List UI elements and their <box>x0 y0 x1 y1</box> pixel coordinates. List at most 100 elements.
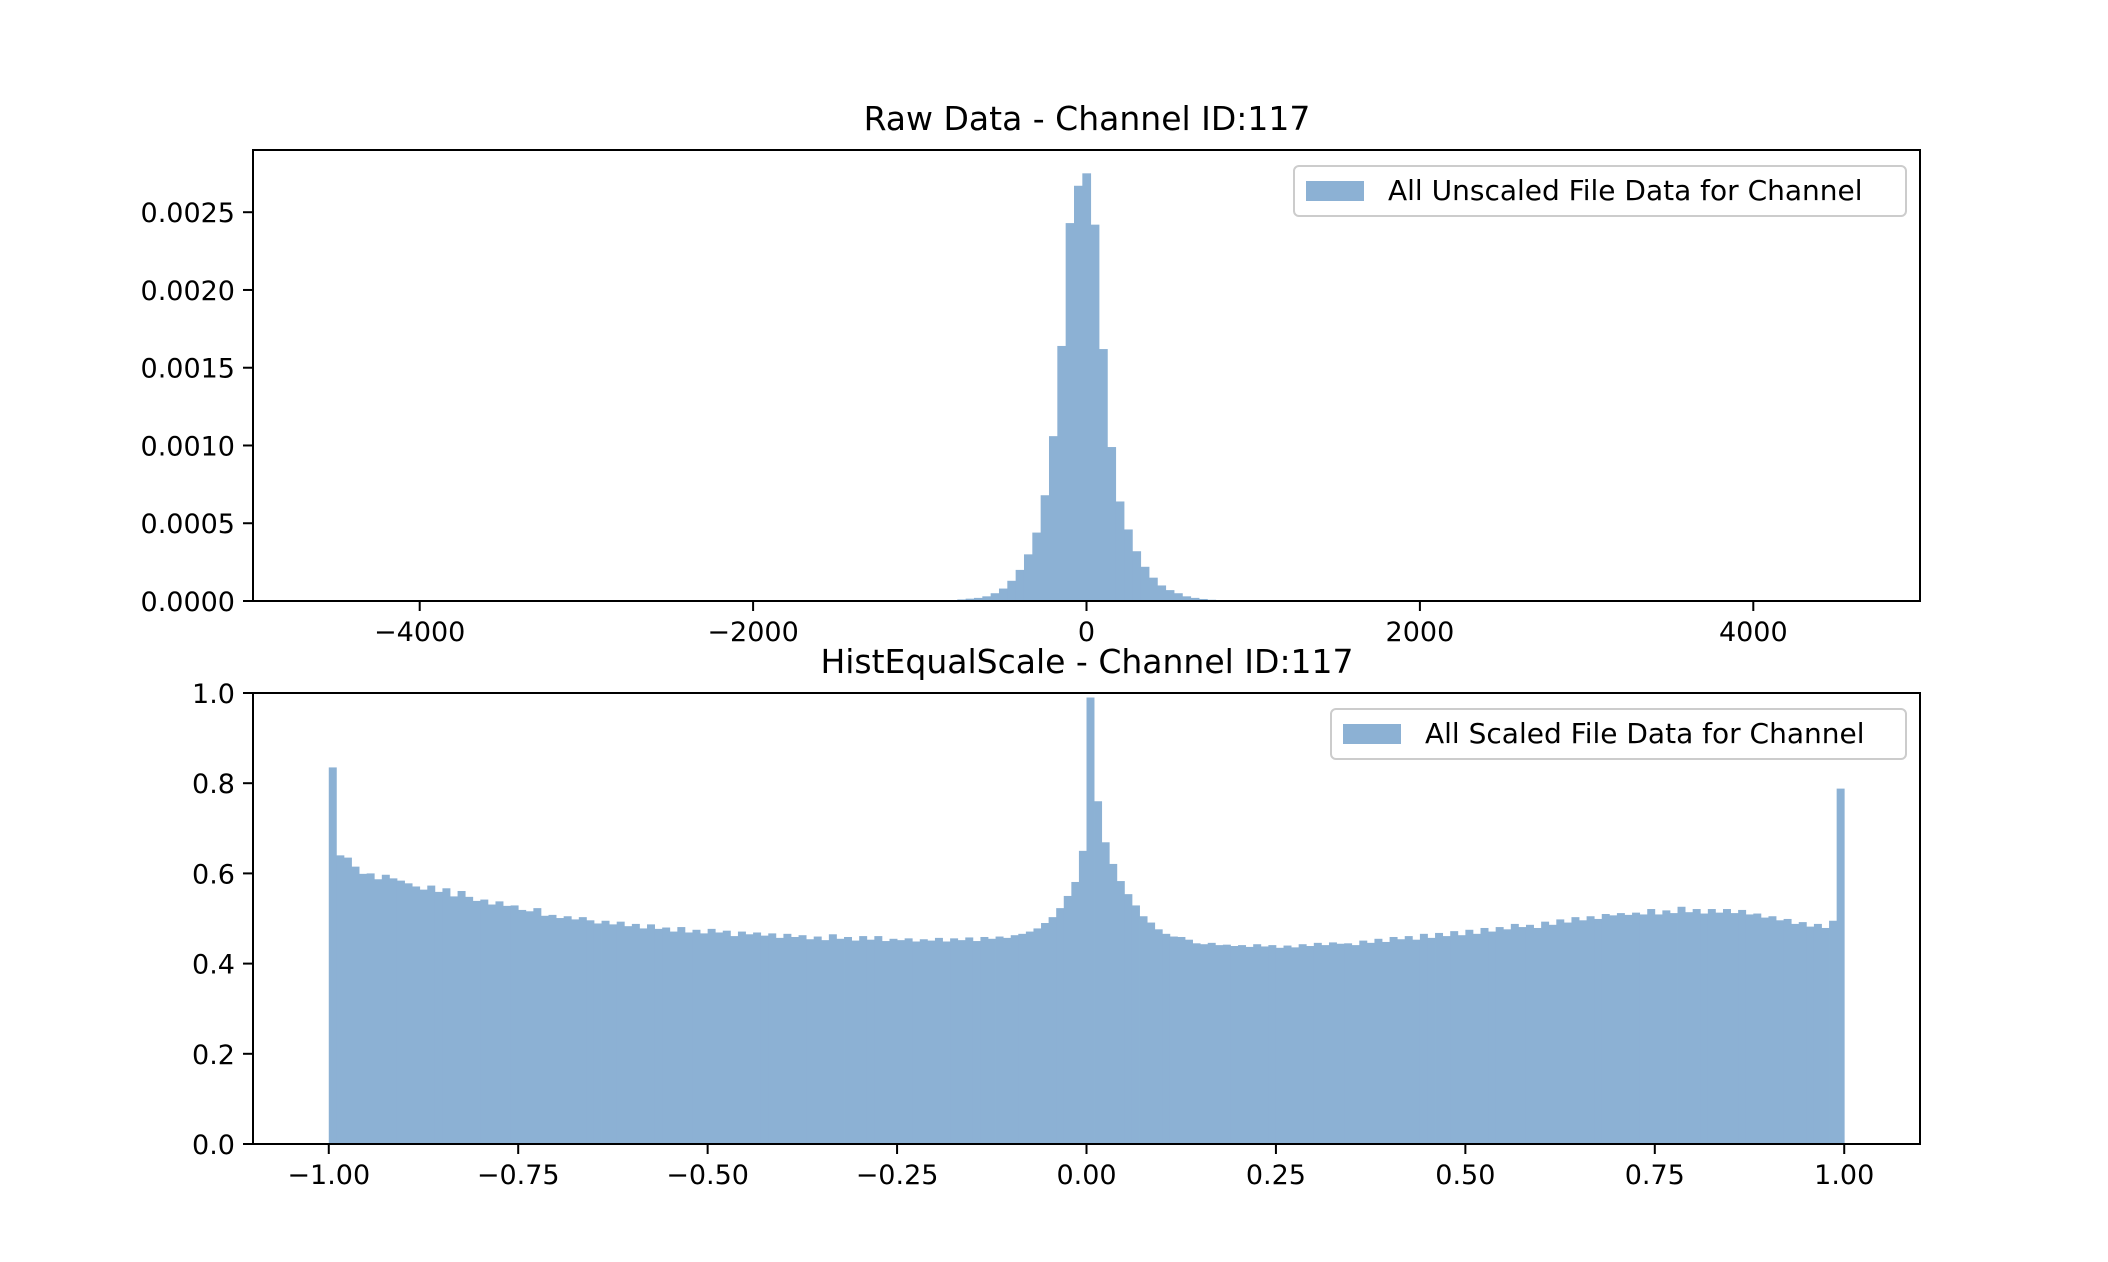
histogram-bar <box>806 939 815 1144</box>
histogram-bar <box>836 938 845 1144</box>
histogram-bar <box>1669 913 1678 1144</box>
histogram-bar <box>821 940 830 1144</box>
histogram-bar <box>1548 924 1557 1144</box>
histogram-bar <box>1525 924 1534 1144</box>
y-tick-label: 0.0010 <box>141 431 235 462</box>
histogram-bar <box>1700 913 1709 1144</box>
x-tick-label: −0.25 <box>856 1160 939 1191</box>
histogram-bar <box>1003 937 1012 1144</box>
histogram-bar <box>1313 942 1322 1144</box>
y-tick-label: 0.0000 <box>141 587 235 618</box>
histogram-bar <box>1412 939 1421 1144</box>
legend-swatch <box>1306 181 1364 201</box>
histogram-bar <box>616 921 625 1144</box>
histogram-bar <box>1157 585 1167 601</box>
histogram-bar <box>1025 931 1034 1144</box>
histogram-bar <box>798 935 807 1144</box>
histogram-bar <box>1351 945 1360 1144</box>
histogram-bar <box>1488 931 1497 1144</box>
y-tick-label: 0.0025 <box>141 198 235 229</box>
histogram-bar <box>1654 914 1663 1144</box>
histogram-bar <box>737 931 746 1144</box>
histogram-bar <box>654 928 663 1144</box>
legend: All Unscaled File Data for Channel <box>1293 165 1907 217</box>
histogram-bar <box>336 855 345 1144</box>
histogram-bar <box>1200 944 1209 1144</box>
histogram-bar <box>1359 940 1368 1144</box>
y-tick-label: 0.6 <box>192 859 235 890</box>
histogram-bar <box>874 936 883 1144</box>
histogram-bar <box>510 905 519 1144</box>
histogram-bar <box>1071 881 1080 1144</box>
x-tick-label: −0.75 <box>477 1160 560 1191</box>
histogram-bar <box>1073 185 1083 601</box>
histogram-bar <box>1048 917 1057 1144</box>
histogram-bar <box>548 914 557 1144</box>
histogram-bar <box>1571 917 1580 1144</box>
histogram-bar <box>1124 894 1133 1144</box>
histogram-bar <box>995 936 1004 1144</box>
histogram-bar <box>1389 936 1398 1144</box>
histogram-bar <box>1472 933 1481 1144</box>
histogram-bar <box>1078 850 1087 1144</box>
histogram-bar <box>1033 928 1042 1144</box>
x-tick-label: 4000 <box>1719 617 1788 648</box>
histogram-bar <box>1082 173 1092 602</box>
histogram-bar <box>1586 916 1595 1144</box>
histogram-bar <box>1594 918 1603 1144</box>
histogram-bar <box>1032 532 1042 601</box>
chart-title: Raw Data - Channel ID:117 <box>864 99 1311 138</box>
histogram-bar <box>1321 945 1330 1144</box>
histogram-bar <box>1465 929 1474 1144</box>
histogram-bar <box>1177 936 1186 1144</box>
histogram-bar <box>851 940 860 1144</box>
histogram-bar <box>1174 593 1183 601</box>
histogram-bar <box>381 874 390 1144</box>
histogram-bar <box>1124 529 1133 601</box>
histogram-bar <box>1018 933 1027 1144</box>
legend: All Scaled File Data for Channel <box>1330 708 1907 760</box>
histogram-bar <box>1829 920 1838 1144</box>
histogram-bar <box>1639 914 1648 1144</box>
y-tick-label: 0.0 <box>192 1130 235 1161</box>
histogram-bar <box>684 932 693 1144</box>
histogram-bar <box>1101 842 1110 1144</box>
histogram-bar <box>980 936 989 1144</box>
histogram-bar <box>1495 927 1504 1144</box>
histogram-bar <box>427 885 436 1144</box>
legend-box <box>1330 708 1907 760</box>
histogram-bar <box>912 941 921 1144</box>
histogram-bar <box>1192 943 1201 1144</box>
histogram-bar <box>1010 935 1019 1144</box>
histogram-bar <box>998 588 1008 601</box>
histogram-bar <box>889 938 898 1144</box>
histogram-bar <box>624 926 633 1144</box>
histogram-bar <box>1139 916 1148 1144</box>
histogram-bar <box>662 927 671 1144</box>
histogram-bar <box>965 937 974 1144</box>
histogram-bar <box>1065 223 1075 601</box>
histogram-bar <box>1760 917 1769 1144</box>
histogram-bar <box>1344 943 1353 1144</box>
histogram-bar <box>1109 863 1118 1144</box>
histogram-bar <box>1086 697 1095 1144</box>
histogram-bar <box>1745 914 1754 1144</box>
histogram-bar <box>700 933 709 1144</box>
histogram-bar <box>1328 942 1337 1144</box>
histogram-bar <box>586 920 595 1144</box>
legend-label: All Scaled File Data for Channel <box>1425 717 1864 750</box>
histogram-bar <box>540 915 549 1144</box>
histogram-bar <box>1057 345 1067 601</box>
x-axis: −1.00 −0.75 −0.50 −0.25 0.00 0.25 0.50 0.75 1.00 <box>287 1144 1874 1191</box>
histogram-bar <box>987 938 996 1144</box>
histogram-bar <box>1715 912 1724 1144</box>
histogram-bar <box>1480 927 1489 1144</box>
histogram-bar <box>457 890 466 1144</box>
histogram-bar <box>897 940 906 1144</box>
histogram-bar <box>783 933 792 1144</box>
histogram-bar <box>1518 927 1527 1144</box>
histogram-bar <box>1162 933 1171 1144</box>
legend-label: All Unscaled File Data for Channel <box>1388 174 1863 207</box>
histogram-bar <box>1806 926 1815 1144</box>
